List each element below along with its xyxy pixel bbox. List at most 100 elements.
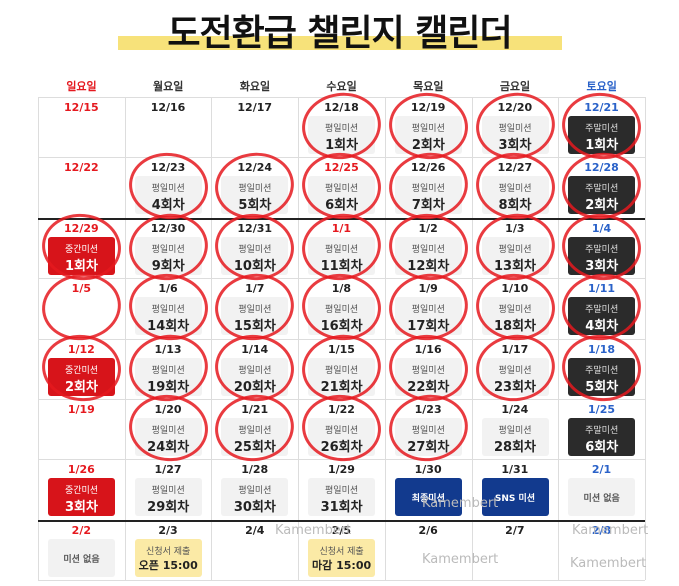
date: 12/21 (584, 101, 619, 114)
mission-name: 평일미션 (325, 486, 359, 497)
calendar-cell: 1/5 (38, 278, 125, 338)
date: 12/18 (324, 101, 359, 114)
date: 1/19 (67, 403, 95, 416)
calendar-cell: 1/7 평일미션 15회차 (211, 278, 298, 338)
calendar-cell: 1/10 평일미션 18회차 (472, 278, 559, 338)
mission-box: 주말미션 1회차 (568, 116, 636, 154)
mission-name: 주말미션 (585, 365, 619, 376)
mission-name: 평일미션 (325, 305, 359, 316)
mission-box: 최종미션 (394, 478, 462, 517)
mission-box: 평일미션 13회차 (481, 236, 549, 275)
mission-count: 20회차 (233, 379, 276, 395)
mission-box: 평일미션 11회차 (308, 236, 376, 275)
mission-name: 평일미션 (151, 305, 185, 316)
mission-box: 평일미션 23회차 (481, 357, 549, 396)
calendar-cell: 12/21 주말미션 1회차 (558, 97, 645, 157)
mission-box: 평일미션 16회차 (308, 297, 376, 336)
mission-box: 평일미션 1회차 (308, 116, 376, 154)
title: 도전환급 챌린지 캘린더 (167, 13, 512, 54)
mission-count: 10회차 (233, 258, 276, 274)
mission-box: 평일미션 31회차 (308, 478, 376, 517)
calendar-cell: 12/25 평일미션 6회차 (298, 157, 385, 217)
date: 1/3 (505, 221, 525, 235)
date: 1/28 (241, 463, 269, 477)
calendar-cell: 1/22 평일미션 26회차 (298, 399, 385, 459)
mission-count: 31회차 (320, 500, 363, 516)
mission-box: 평일미션 9회차 (134, 236, 202, 275)
calendar-cell: 1/24 평일미션 28회차 (472, 399, 559, 459)
date: 12/23 (150, 161, 186, 175)
calendar-cell: 1/6 평일미션 14회차 (125, 278, 212, 338)
date: 1/23 (414, 403, 442, 416)
date: 1/27 (154, 463, 182, 477)
grid-line (38, 157, 645, 159)
mission-name: 평일미션 (325, 244, 359, 255)
mission-count: 5회차 (585, 379, 619, 395)
date: 2/6 (418, 523, 438, 537)
mission-box: 평일미션 26회차 (308, 418, 376, 456)
mission-count: 29회차 (147, 500, 190, 516)
mission-count: 8회차 (498, 198, 532, 214)
date: 1/1 (331, 221, 352, 235)
mission-box: 평일미션 18회차 (481, 297, 549, 336)
date: 1/24 (501, 403, 529, 416)
mission-box: 평일미션 6회차 (308, 176, 376, 215)
date: 1/30 (414, 463, 442, 477)
mission-name: 평일미션 (411, 244, 445, 255)
mission-box: 주말미션 2회차 (568, 176, 636, 215)
date: 12/31 (237, 221, 273, 235)
mission-count: 3회차 (498, 138, 532, 153)
calendar-cell: 1/12 중간미션 2회차 (38, 339, 125, 399)
date: 1/14 (241, 342, 269, 356)
calendar-cell: 1/26 중간미션 3회차 (38, 459, 125, 519)
mission-box: 평일미션 14회차 (134, 297, 202, 336)
mission-box: 신청서 제출 오픈 15:00 (134, 538, 202, 577)
calendar-cell: 1/15 평일미션 21회차 (298, 339, 385, 399)
calendar-cell: 12/28 주말미션 2회차 (558, 157, 645, 217)
calendar-cell: 1/28 평일미션 30회차 (211, 459, 298, 519)
grid-line (38, 519, 645, 522)
mission-count: 21회차 (320, 379, 363, 395)
date: 1/7 (245, 282, 265, 296)
mission-count: 3회차 (585, 258, 619, 274)
mission-count: 1회차 (585, 138, 619, 153)
mission-box: 미션 없음 (568, 478, 636, 517)
mission-name: 평일미션 (498, 305, 532, 316)
calendar-cell: 2/8 (558, 520, 645, 580)
date: 2/7 (505, 523, 525, 537)
date: 1/17 (501, 342, 529, 356)
mission-box: 평일미션 8회차 (481, 176, 549, 215)
mission-count: 2회차 (65, 379, 98, 395)
date: 1/16 (414, 342, 442, 356)
mission-box: 평일미션 29회차 (134, 478, 202, 517)
mission-name: 주말미션 (585, 184, 619, 195)
mission-name: 평일미션 (325, 184, 359, 195)
calendar-cell: 12/17 (211, 97, 298, 157)
mission-name: 평일미션 (411, 124, 445, 134)
weekday-label: 목요일 (413, 80, 444, 93)
mission-count: 12회차 (407, 258, 450, 274)
mission-box: 평일미션 12회차 (394, 236, 462, 275)
mission-count: 11회차 (320, 258, 363, 274)
date: 1/15 (327, 342, 355, 356)
mission-box: 평일미션 24회차 (134, 418, 202, 456)
grid-line (38, 338, 645, 340)
calendar-cell: 2/4 (211, 520, 298, 580)
mission-name: 주말미션 (585, 426, 619, 436)
mission-count: 4회차 (151, 198, 185, 214)
mission-box: 평일미션 27회차 (394, 418, 462, 456)
calendar-cell: 1/4 주말미션 3회차 (558, 218, 645, 278)
mission-count: 14회차 (147, 319, 190, 335)
mission-box: 평일미션 28회차 (481, 418, 549, 456)
calendar-cell: 1/9 평일미션 17회차 (385, 278, 472, 338)
mission-name: 평일미션 (325, 124, 359, 134)
calendar-cell: 12/15 (38, 97, 125, 157)
mission-count: 27회차 (407, 440, 450, 455)
mission-name: 평일미션 (151, 426, 185, 436)
date: 1/26 (67, 463, 95, 477)
mission-name: 평일미션 (325, 426, 359, 436)
watermark: Kamembert (422, 552, 499, 567)
weekday-label: 일요일 (66, 80, 97, 93)
mission-count: 17회차 (407, 319, 450, 335)
